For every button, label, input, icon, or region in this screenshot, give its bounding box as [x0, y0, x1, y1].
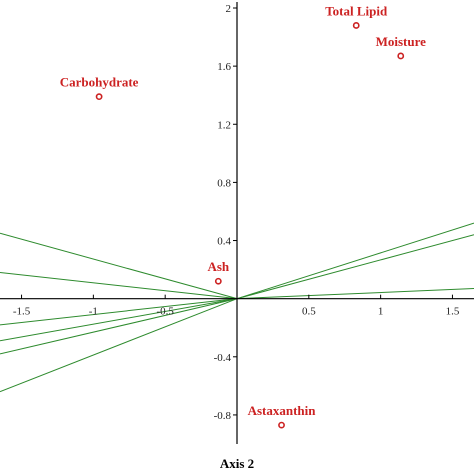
x-tick-label: 1.5	[446, 306, 460, 318]
y-tick-label: 0.8	[217, 177, 231, 189]
y-tick-label: -0.8	[214, 410, 232, 422]
y-tick-label: 1.2	[217, 119, 231, 131]
loading-vector-5	[0, 272, 238, 300]
point-label: Moisture	[376, 34, 427, 49]
axes: -1.5 -1 -0.5 0.5 1 1.5 2 1.6 1.2 0.8 0.4 -0.4 -0.8	[0, 2, 474, 444]
x-tick-label: -0.5	[156, 306, 174, 318]
x-axis-title: Axis 2	[220, 456, 254, 471]
loading-vector-3	[236, 287, 474, 300]
y-tick-label: 1.6	[217, 61, 231, 73]
y-tick-label: 2	[226, 3, 232, 15]
loading-vector-4	[0, 232, 238, 300]
point-label: Carbohydrate	[60, 75, 139, 90]
y-tick-label: -0.4	[214, 352, 232, 364]
loading-vector-8	[0, 298, 238, 355]
loading-vector-1	[236, 222, 474, 300]
point-marker	[95, 93, 103, 101]
loading-vectors	[0, 222, 474, 393]
x-tick-label: -1.5	[13, 306, 31, 318]
loading-vector-6	[0, 298, 238, 326]
point-label: Ash	[207, 259, 229, 274]
loading-vector-7	[0, 298, 238, 342]
point-label: Total Lipid	[325, 3, 388, 18]
point-marker	[214, 277, 222, 285]
x-tick-label: 0.5	[302, 306, 316, 318]
loading-vector-9	[0, 298, 238, 393]
point-marker	[278, 421, 285, 429]
y-tick-label: 0.4	[217, 236, 231, 248]
x-tick-label: 1	[378, 306, 384, 318]
point-marker	[397, 52, 405, 60]
loading-vector-2	[236, 234, 474, 300]
point-marker	[352, 22, 360, 29]
data-points: Total Lipid Moisture Carbohydrate Ash Astaxa…	[60, 3, 427, 429]
point-label: Astaxanthin	[248, 403, 317, 418]
x-tick-label: -1	[89, 306, 98, 318]
